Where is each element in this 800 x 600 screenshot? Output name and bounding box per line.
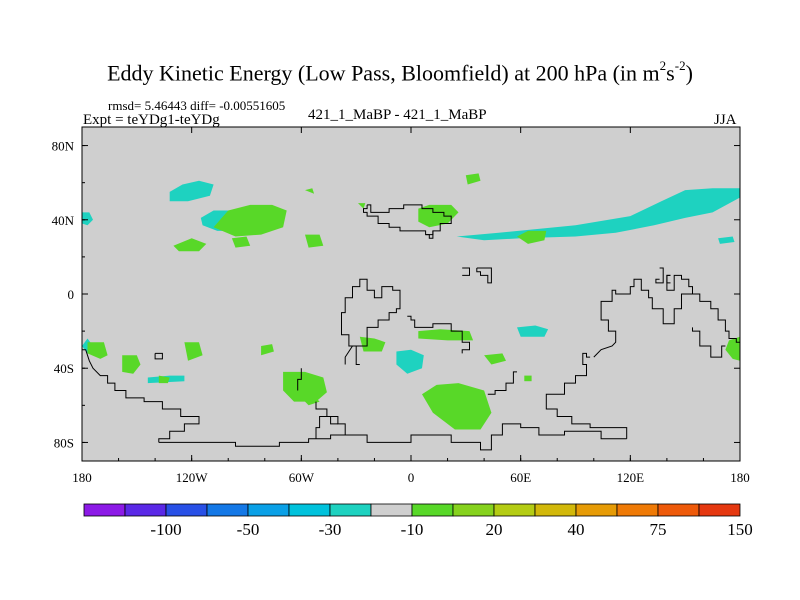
coastline [692,293,740,343]
axes: 180 120W 60W 0 60E 120E 180 80N 40N 0 40S 80S [52,126,750,485]
colorbar-box [493,503,536,517]
coastline [82,349,200,443]
coastline [476,267,492,284]
colorbar-box [165,503,208,517]
y-tick-label: 80S [54,435,74,450]
plot-content [82,173,740,451]
coastline [154,352,163,360]
coastline [545,352,628,439]
colorbar-box [698,503,741,517]
coastline [462,267,470,276]
coastline [655,267,664,284]
colorbar-box [288,503,331,517]
contour-region [283,371,327,402]
contour-region [122,355,141,374]
colorbar-label: 150 [727,520,753,539]
contour-region [517,230,547,244]
contour-region [301,394,320,406]
colorbar-box [534,503,577,517]
coastline [487,371,517,395]
colorbar-box [616,503,659,517]
contour-region [231,236,251,248]
contour-region [87,342,108,359]
colorbar-label: 75 [650,520,667,539]
season-label: JJA [714,112,737,128]
colorbar-label: 20 [486,520,503,539]
contour-region [82,212,93,226]
contour-region [456,188,740,241]
contour-region [358,203,366,209]
contour-region [418,329,474,341]
coastline [345,423,627,451]
colorbar-box [206,503,249,517]
coastline [407,315,470,354]
x-tick-label: 180 [72,470,92,485]
title-sup2: -2 [674,58,686,73]
case-label: 421_1_MaBP - 421_1_MaBP [308,107,487,123]
title-main-text: Eddy Kinetic Energy (Low Pass, Bloomfiel… [107,60,660,86]
y-tick-label: 40N [52,213,75,228]
contour-region [465,173,481,185]
plot-area [82,127,740,461]
colorbar-label: -100 [150,520,181,539]
y-tick-label: 80N [52,139,75,154]
contour-region [484,353,506,365]
contour-region [213,204,287,237]
contour-region [524,375,532,382]
y-tick-label: 40S [54,361,74,376]
coastline [158,401,346,447]
contour-region [305,234,324,248]
colorbar-box [83,503,126,517]
coastline [692,327,726,358]
title-close: ) [685,60,693,86]
x-tick-label: 60W [289,470,315,485]
colorbar: -100 -50 -30 -10 20 40 75 150 [83,503,753,539]
expt-label: Expt = teYDg1-teYDg [83,112,220,128]
contour-region [418,204,459,228]
contour-region [305,188,315,194]
colorbar-label: -50 [237,520,260,539]
colorbar-label: -10 [401,520,424,539]
x-tick-label: 0 [408,470,415,485]
colorbar-label: 40 [568,520,585,539]
coastline [425,230,434,239]
chart-title: Eddy Kinetic Energy (Low Pass, Bloomfiel… [0,58,800,86]
colorbar-box [411,503,454,517]
colorbar-label: -30 [319,520,342,539]
contour-region [718,236,735,244]
contour-region [422,383,492,430]
x-tick-label: 60E [510,470,531,485]
coastline [363,204,452,236]
x-tick-label: 120W [176,470,209,485]
contour-region [184,342,203,361]
colorbar-box [575,503,618,517]
contour-region [158,375,170,384]
rmsd-diff-label: rmsd= 5.46443 diff= -0.00551605 [108,98,286,113]
colorbar-box [452,503,495,517]
contour-region [396,349,424,374]
contour-region [169,180,214,202]
contour-region [517,325,549,337]
contour-region [261,344,274,356]
y-tick-label: 0 [68,287,75,302]
colorbar-box [329,503,372,517]
title-unit-s: s [666,60,675,86]
contour-region [173,238,207,252]
contour-region [725,336,740,361]
title-sup1: 2 [659,58,667,73]
coastline [297,368,302,391]
colorbar-box [657,503,700,517]
coastline [315,416,338,439]
coastline [593,274,693,358]
colorbar-box [370,503,413,517]
coastline [341,278,401,365]
x-tick-label: 180 [730,470,750,485]
colorbar-box [124,503,167,517]
contour-region [359,336,386,352]
colorbar-box [247,503,290,517]
x-tick-label: 120E [617,470,645,485]
